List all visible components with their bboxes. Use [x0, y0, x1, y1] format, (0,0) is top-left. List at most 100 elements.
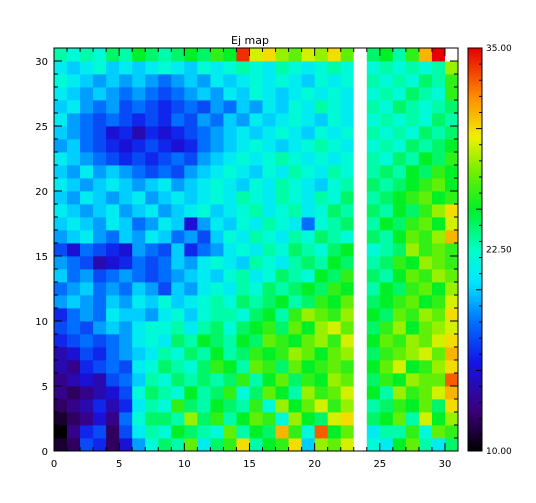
colorbar-swatch	[468, 309, 482, 313]
heatmap-cell	[223, 269, 237, 283]
heatmap-cell	[197, 399, 211, 413]
colorbar-swatch	[468, 130, 482, 134]
heatmap-cell	[444, 139, 459, 153]
heatmap-cell	[93, 360, 107, 374]
colorbar-swatch	[468, 332, 482, 335]
heatmap-cell	[392, 243, 407, 257]
heatmap-cell	[444, 152, 459, 166]
heatmap-cell	[353, 217, 368, 231]
heatmap-cell	[158, 386, 172, 400]
heatmap-cell	[431, 100, 446, 114]
heatmap-cell	[132, 113, 146, 127]
heatmap-cell	[132, 139, 146, 153]
heatmap-cell	[158, 191, 172, 205]
heatmap-cell	[197, 373, 211, 387]
heatmap-cell	[431, 113, 446, 127]
heatmap-cell	[197, 425, 211, 439]
heatmap-cell	[379, 282, 394, 296]
heatmap-cell	[444, 243, 459, 257]
colorbar-swatch	[468, 84, 482, 87]
heatmap-cell	[444, 386, 459, 400]
heatmap-cell	[184, 191, 198, 205]
heatmap-cell	[184, 360, 198, 374]
heatmap-cell	[405, 347, 420, 361]
heatmap-cell	[132, 152, 146, 166]
heatmap-cell	[67, 74, 81, 88]
heatmap-cell	[262, 152, 276, 166]
colorbar-swatch	[468, 158, 482, 162]
heatmap-cell	[67, 412, 81, 426]
heatmap-cell	[418, 243, 433, 257]
colorbar-swatch	[468, 324, 482, 327]
heatmap-cell	[275, 178, 289, 192]
colorbar-swatch	[468, 257, 482, 261]
heatmap-cell	[119, 100, 133, 114]
heatmap-cell	[67, 334, 81, 348]
heatmap-cell	[288, 243, 303, 257]
heatmap-cell	[392, 347, 407, 361]
heatmap-cell	[145, 347, 159, 361]
colorbar-swatch	[468, 273, 482, 277]
heatmap-cell	[353, 165, 368, 179]
heatmap-cell	[249, 74, 263, 88]
heatmap-cell	[431, 347, 446, 361]
heatmap-cell	[275, 48, 289, 62]
heatmap-cell	[54, 61, 68, 75]
heatmap-cell	[327, 347, 342, 361]
heatmap-cell	[444, 347, 459, 361]
colorbar-swatch	[468, 400, 482, 404]
heatmap-cell	[210, 178, 224, 192]
heatmap-cell	[236, 165, 250, 179]
heatmap-cell	[444, 100, 459, 114]
heatmap-cell	[80, 204, 94, 218]
heatmap-cell	[327, 113, 342, 127]
heatmap-cell	[262, 178, 276, 192]
colorbar-swatch	[468, 340, 482, 343]
heatmap-cell	[54, 295, 68, 309]
colorbar-swatch	[468, 48, 482, 51]
heatmap-cell	[54, 191, 68, 205]
heatmap-cell	[184, 165, 198, 179]
heatmap-cell	[54, 113, 68, 127]
heatmap-cell	[366, 152, 381, 166]
colorbar-swatch	[468, 271, 482, 275]
heatmap-cell	[93, 256, 107, 270]
heatmap-cell	[444, 178, 459, 192]
heatmap-cells	[54, 48, 459, 452]
heatmap-cell	[275, 230, 289, 244]
colorbar-swatch	[468, 436, 482, 440]
heatmap-cell	[405, 165, 420, 179]
heatmap-cell	[132, 360, 146, 374]
y-tick-label: 0	[42, 447, 48, 458]
heatmap-cell	[184, 230, 198, 244]
heatmap-cell	[145, 87, 159, 101]
heatmap-cell	[132, 256, 146, 270]
heatmap-cell	[431, 217, 446, 231]
heatmap-cell	[171, 204, 185, 218]
heatmap-cell	[340, 152, 355, 166]
heatmap-cell	[418, 412, 433, 426]
heatmap-cell	[171, 256, 185, 270]
heatmap-cell	[67, 269, 81, 283]
heatmap-cell	[314, 87, 329, 101]
heatmap-cell	[145, 438, 159, 452]
colorbar-swatch	[468, 322, 482, 325]
heatmap-cell	[405, 61, 420, 75]
heatmap-cell	[184, 373, 198, 387]
heatmap-cell	[431, 48, 446, 62]
heatmap-cell	[353, 308, 368, 322]
heatmap-cell	[327, 282, 342, 296]
heatmap-cell	[340, 373, 355, 387]
heatmap-cell	[54, 438, 68, 452]
colorbar-swatch	[468, 66, 482, 69]
heatmap-cell	[54, 74, 68, 88]
heatmap-cell	[288, 386, 303, 400]
heatmap-cell	[223, 295, 237, 309]
heatmap-cell	[353, 100, 368, 114]
heatmap-cell	[223, 282, 237, 296]
heatmap-cell	[392, 87, 407, 101]
colorbar-swatch	[468, 285, 482, 289]
heatmap-cell	[340, 100, 355, 114]
heatmap-cell	[119, 48, 133, 62]
x-tick-label: 20	[308, 459, 321, 470]
